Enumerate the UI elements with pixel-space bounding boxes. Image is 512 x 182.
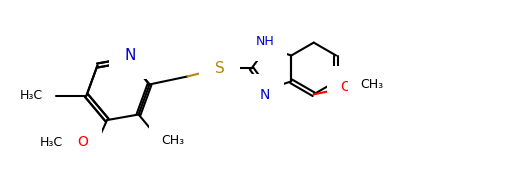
Text: N: N — [124, 48, 136, 64]
Text: CH₃: CH₃ — [162, 134, 185, 147]
Text: NH: NH — [255, 35, 274, 48]
Text: S: S — [215, 61, 224, 76]
Text: H₃C: H₃C — [19, 89, 42, 102]
Text: O: O — [78, 135, 89, 149]
Text: O: O — [340, 80, 352, 94]
Text: H₃C: H₃C — [40, 136, 63, 149]
Text: N: N — [260, 88, 270, 102]
Text: CH₃: CH₃ — [361, 78, 384, 91]
